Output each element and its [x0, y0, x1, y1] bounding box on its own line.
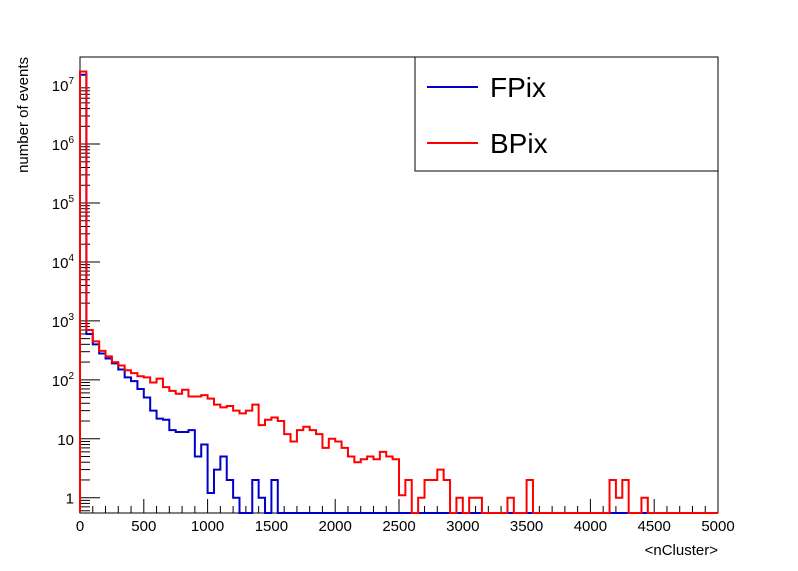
y-tick-label: 1: [66, 491, 74, 508]
x-tick-label: 5000: [701, 518, 734, 535]
x-tick-label: 4500: [638, 518, 671, 535]
x-tick-label: 4000: [574, 518, 607, 535]
x-tick-label: 1500: [255, 518, 288, 535]
x-tick-label: 3500: [510, 518, 543, 535]
legend-label-fpix: FPix: [490, 72, 546, 103]
y-tick-label: 104: [52, 253, 75, 272]
y-tick-label: 10: [57, 432, 74, 449]
x-tick-label: 500: [131, 518, 156, 535]
y-tick-label: 107: [52, 76, 75, 95]
x-tick-label: 2500: [382, 518, 415, 535]
y-tick-label: 102: [52, 371, 75, 390]
y-axis-title: number of events: [15, 57, 32, 173]
y-tick-label: 106: [52, 135, 75, 154]
x-axis-ticks: 0 500 1000 1500 2000 2500 3000 3500 4000 4500 5000: [76, 499, 735, 535]
x-tick-label: 0: [76, 518, 84, 535]
y-axis-ticks: 1 10 102 103 104 105 106 107: [52, 76, 100, 512]
y-tick-label: 105: [52, 194, 75, 213]
legend-box: [414, 56, 719, 172]
series-bpix-line: [79, 70, 718, 514]
y-tick-label: 103: [52, 312, 75, 331]
legend: FPix BPix: [414, 56, 719, 172]
x-axis-title: <nCluster>: [645, 542, 719, 559]
legend-label-bpix: BPix: [490, 128, 548, 159]
x-tick-label: 2000: [319, 518, 352, 535]
x-tick-label: 3000: [446, 518, 479, 535]
x-tick-label: 1000: [191, 518, 224, 535]
series-layer: [79, 70, 718, 514]
